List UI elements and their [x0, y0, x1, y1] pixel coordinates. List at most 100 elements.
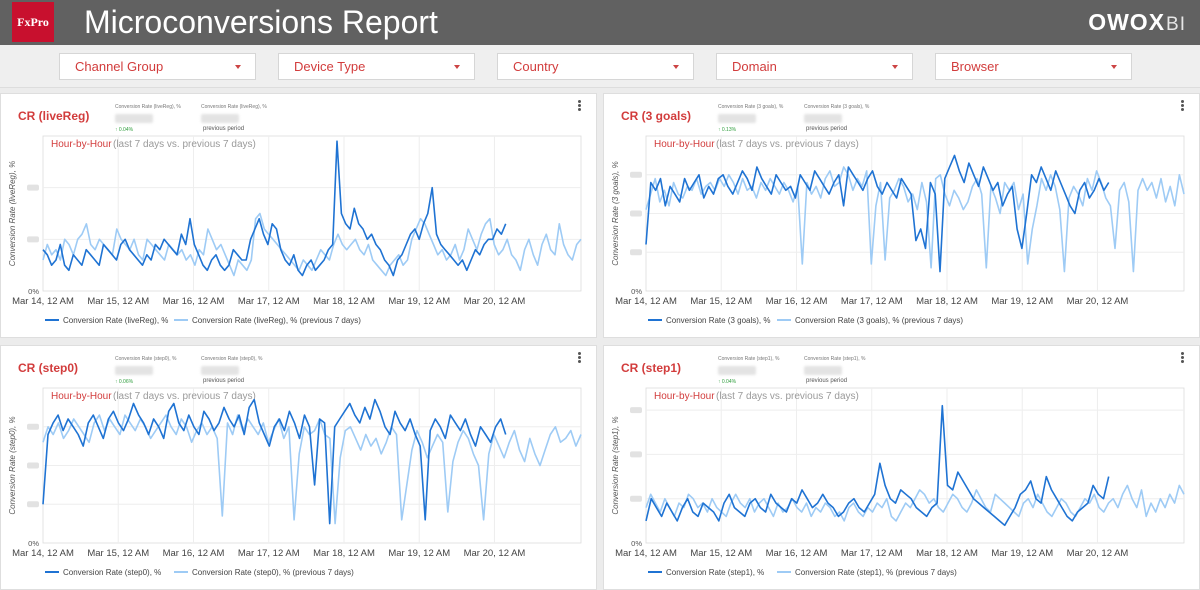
app-header: FxPro Microconversions Report OWOXBI: [0, 0, 1200, 45]
x-tick-label: Mar 18, 12 AM: [313, 296, 375, 307]
device-type-filter[interactable]: Device Type: [278, 53, 475, 80]
y-tick-label-blurred: [630, 171, 642, 178]
legend-label-previous: Conversion Rate (step1), % (previous 7 d…: [795, 568, 957, 577]
country-filter[interactable]: Country: [497, 53, 694, 80]
x-tick-label: Mar 14, 12 AM: [12, 548, 74, 559]
kpi-value: [718, 114, 756, 123]
y-axis-label: Conversion Rate (liveReg), %: [8, 161, 17, 266]
x-tick-label: Mar 16, 12 AM: [163, 296, 225, 307]
chart-panel: CR (liveReg) Conversion Rate (liveReg), %…: [0, 93, 597, 338]
y-axis-label: Conversion Rate (step1), %: [611, 416, 620, 514]
chart-panel: CR (3 goals) Conversion Rate (3 goals), %…: [603, 93, 1200, 338]
kebab-menu-icon[interactable]: [1181, 352, 1185, 364]
line-chart: Mar 14, 12 AM Mar 15, 12 AM Mar 16, 12 AM M…: [8, 387, 582, 577]
y-tick-label-blurred: [27, 184, 39, 191]
y-tick-label-blurred: [630, 407, 642, 414]
brand-logo: FxPro: [12, 2, 54, 42]
kpi-label-previous: Conversion Rate (step0), %: [201, 356, 263, 362]
chevron-down-icon: [1111, 65, 1117, 69]
chart-subtitle-note: (last 7 days vs. previous 7 days): [716, 139, 859, 150]
kebab-menu-icon[interactable]: [578, 352, 582, 364]
y-tick-label-blurred: [27, 501, 39, 508]
chart-subtitle-note: (last 7 days vs. previous 7 days): [113, 391, 256, 402]
x-tick-label: Mar 14, 12 AM: [12, 296, 74, 307]
chart-panel: CR (step1) Conversion Rate (step1), % ↑ 0.…: [603, 345, 1200, 590]
x-tick-label: Mar 16, 12 AM: [163, 548, 225, 559]
channel-group-filter[interactable]: Channel Group: [59, 53, 256, 80]
legend-label-current: Conversion Rate (step1), %: [666, 568, 764, 577]
kpi-previous-label: previous period: [806, 126, 848, 132]
kpi-delta: ↑ 0.13%: [718, 127, 737, 133]
vendor-logo: OWOXBI: [1088, 8, 1186, 39]
x-tick-label: Mar 20, 12 AM: [464, 296, 526, 307]
kpi-label: Conversion Rate (step1), %: [718, 356, 780, 362]
x-tick-label: Mar 20, 12 AM: [464, 548, 526, 559]
x-tick-label: Mar 19, 12 AM: [991, 548, 1053, 559]
y-tick-label-blurred: [27, 462, 39, 469]
chart-subtitle: Hour-by-Hour: [51, 139, 112, 150]
x-tick-label: Mar 16, 12 AM: [766, 296, 828, 307]
y-tick-label: 0%: [28, 539, 39, 548]
kpi-previous-label: previous period: [203, 126, 245, 132]
series-line-previous: [42, 212, 582, 277]
kebab-menu-icon[interactable]: [578, 100, 582, 112]
kpi-label: Conversion Rate (liveReg), %: [115, 104, 181, 110]
x-tick-label: Mar 15, 12 AM: [690, 548, 752, 559]
kebab-menu-icon[interactable]: [1181, 100, 1185, 112]
vendor-logo-text: OWOX: [1088, 9, 1166, 35]
browser-filter[interactable]: Browser: [935, 53, 1132, 80]
legend-label-previous: Conversion Rate (liveReg), % (previous 7…: [192, 316, 361, 325]
y-tick-label-blurred: [27, 236, 39, 243]
legend-label-current: Conversion Rate (liveReg), %: [63, 316, 168, 325]
filter-label: Channel Group: [75, 59, 164, 74]
x-tick-label: Mar 19, 12 AM: [991, 296, 1053, 307]
filter-label: Browser: [951, 59, 999, 74]
legend-label-current: Conversion Rate (3 goals), %: [666, 316, 771, 325]
x-tick-label: Mar 15, 12 AM: [87, 548, 149, 559]
y-axis-label: Conversion Rate (step0), %: [8, 416, 17, 514]
x-tick-label: Mar 16, 12 AM: [766, 548, 828, 559]
chevron-down-icon: [454, 65, 460, 69]
chevron-down-icon: [235, 65, 241, 69]
x-tick-label: Mar 15, 12 AM: [87, 296, 149, 307]
kpi-value-previous: [804, 366, 842, 375]
kpi-label-previous: Conversion Rate (liveReg), %: [201, 104, 267, 110]
kpi-value-previous: [201, 366, 239, 375]
filter-label: Device Type: [294, 59, 366, 74]
panel-title: CR (step1): [621, 361, 682, 375]
filter-bar: Channel Group Device Type Country Domain…: [0, 45, 1200, 88]
x-tick-label: Mar 18, 12 AM: [313, 548, 375, 559]
kpi-value: [115, 114, 153, 123]
kpi-value-previous: [804, 114, 842, 123]
kpi-label: Conversion Rate (step0), %: [115, 356, 177, 362]
y-tick-label: 0%: [28, 287, 39, 296]
kpi-delta: ↑ 0.06%: [115, 379, 134, 385]
legend-label-previous: Conversion Rate (3 goals), % (previous 7…: [795, 316, 963, 325]
legend-label-previous: Conversion Rate (step0), % (previous 7 d…: [192, 568, 354, 577]
kpi-delta: ↑ 0.04%: [718, 379, 737, 385]
x-tick-label: Mar 17, 12 AM: [238, 296, 300, 307]
x-tick-label: Mar 19, 12 AM: [388, 548, 450, 559]
y-tick-label: 0%: [631, 539, 642, 548]
filter-label: Country: [513, 59, 559, 74]
plot-area: [42, 135, 582, 292]
series-line-current: [645, 154, 1110, 273]
y-axis-label: Conversion Rate (3 goals), %: [611, 161, 620, 266]
y-tick-label-blurred: [630, 210, 642, 217]
filter-label: Domain: [732, 59, 777, 74]
x-tick-label: Mar 20, 12 AM: [1067, 296, 1129, 307]
y-tick-label-blurred: [27, 423, 39, 430]
y-tick-label-blurred: [630, 249, 642, 256]
domain-filter[interactable]: Domain: [716, 53, 913, 80]
chart-subtitle-note: (last 7 days vs. previous 7 days): [113, 139, 256, 150]
chart-subtitle: Hour-by-Hour: [51, 391, 112, 402]
y-tick-label-blurred: [630, 451, 642, 458]
series-line-current: [42, 398, 507, 525]
legend-label-current: Conversion Rate (step0), %: [63, 568, 161, 577]
kpi-previous-label: previous period: [203, 378, 245, 384]
y-tick-label-blurred: [630, 495, 642, 502]
chevron-down-icon: [673, 65, 679, 69]
panel-title: CR (step0): [18, 361, 79, 375]
x-tick-label: Mar 14, 12 AM: [615, 296, 677, 307]
x-tick-label: Mar 20, 12 AM: [1067, 548, 1129, 559]
